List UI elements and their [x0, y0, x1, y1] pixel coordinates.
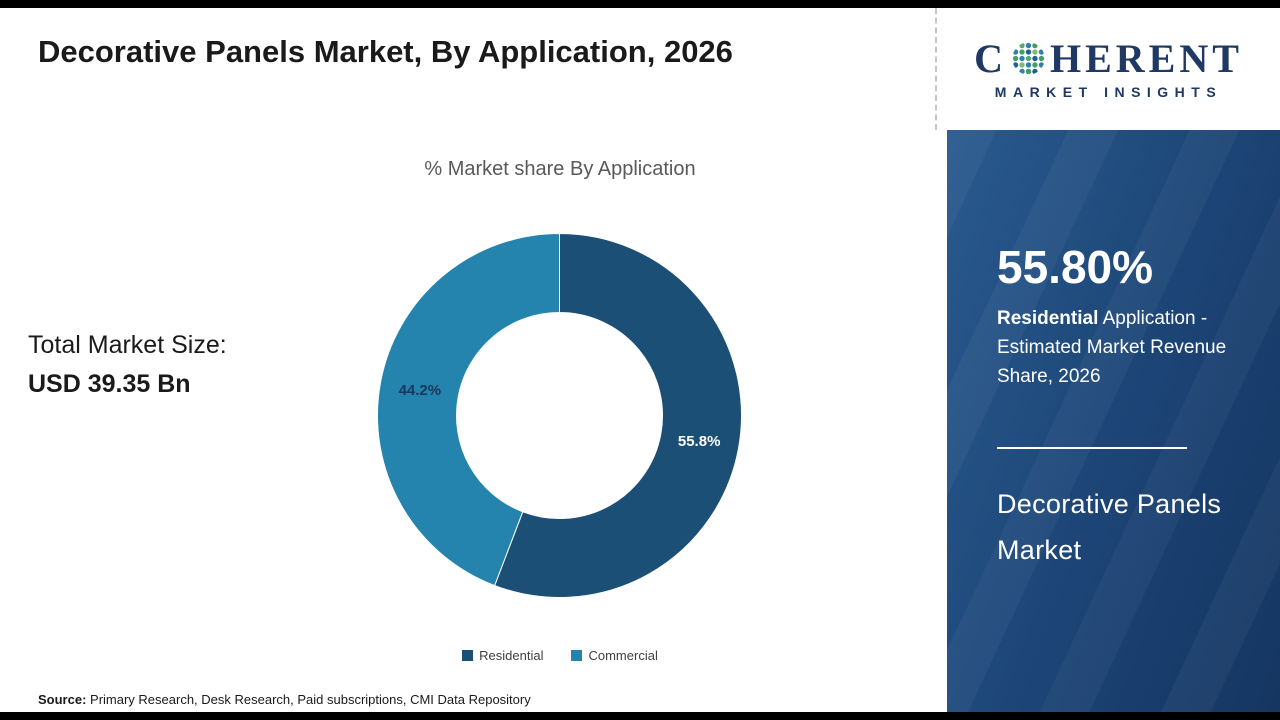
highlight-stat-description: Residential Application - Estimated Mark…	[997, 304, 1232, 391]
total-market-size-label: Total Market Size:	[28, 331, 227, 359]
legend-swatch-commercial	[571, 650, 583, 661]
chart-title: % Market share By Application	[424, 158, 696, 180]
chart-legend: Residential Commercial	[185, 648, 935, 663]
logo-text-before: C	[974, 35, 1007, 81]
report-name: Decorative Panels Market	[997, 489, 1222, 565]
top-border	[0, 0, 1280, 8]
logo-subtitle: MARKET INSIGHTS	[994, 83, 1223, 100]
source-text: Primary Research, Desk Research, Paid su…	[86, 692, 531, 707]
donut-chart: 55.8% 44.2%	[372, 228, 747, 603]
globe-dots-icon	[1012, 42, 1045, 75]
brand-logo: C HERENT MARKET INSIGHTS	[935, 8, 1280, 130]
bottom-border	[0, 712, 1280, 720]
donut-slice-commercial	[377, 232, 560, 587]
highlight-stat-segment: Residential	[997, 308, 1099, 329]
donut-slice-residential	[493, 232, 742, 598]
source-line: Source: Primary Research, Desk Research,…	[38, 692, 531, 707]
legend-item-commercial: Commercial	[571, 648, 658, 663]
legend-label-commercial: Commercial	[588, 648, 658, 663]
legend-item-residential: Residential	[462, 648, 543, 663]
highlight-panel: 55.80% Residential Application - Estimat…	[947, 130, 1280, 712]
panel-divider	[997, 447, 1187, 449]
logo-text-after: HERENT	[1049, 35, 1243, 81]
logo-wordmark: C HERENT	[974, 35, 1243, 81]
legend-label-residential: Residential	[479, 648, 544, 663]
highlight-stat-rest: Application - Estimated Market Revenue S…	[997, 308, 1227, 387]
highlight-stat-value: 55.80%	[997, 241, 1154, 293]
total-market-size: Total Market Size: USD 39.35 Bn	[28, 326, 227, 404]
slice-label-commercial: 44.2%	[399, 382, 442, 399]
source-label: Source:	[38, 692, 87, 707]
total-market-size-value: USD 39.35 Bn	[28, 370, 191, 398]
donut-chart-svg: 55.8% 44.2%	[377, 232, 742, 598]
slice-label-residential: 55.8%	[678, 433, 721, 450]
legend-swatch-residential	[462, 650, 474, 661]
page-title: Decorative Panels Market, By Application…	[38, 34, 733, 69]
